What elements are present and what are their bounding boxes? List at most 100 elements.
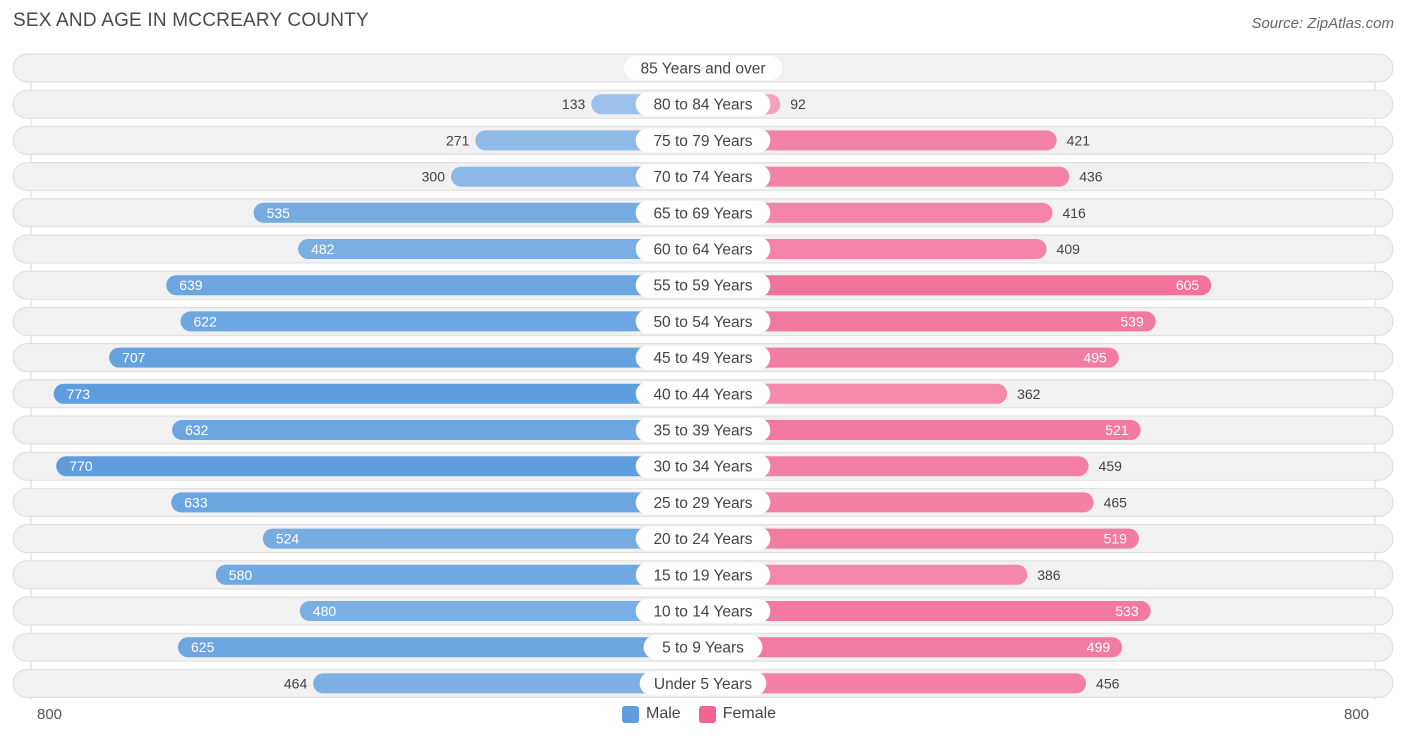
male-bar xyxy=(299,601,703,621)
male-value-label: 271 xyxy=(446,132,470,148)
male-bar xyxy=(109,347,704,368)
male-bar xyxy=(262,528,703,549)
female-swatch xyxy=(698,705,716,723)
female-value-label: 605 xyxy=(1176,277,1200,293)
female-value-label: 362 xyxy=(1017,386,1041,402)
female-bar xyxy=(703,239,1047,259)
category-label: 15 to 19 Years xyxy=(653,567,752,584)
category-label-pill xyxy=(635,164,771,189)
category-label-pill xyxy=(635,418,771,442)
male-bar xyxy=(298,239,703,259)
category-label-pill xyxy=(635,92,771,117)
female-value-label: 386 xyxy=(1037,567,1061,583)
female-bar xyxy=(703,492,1094,513)
category-label: 5 to 9 Years xyxy=(662,640,744,657)
female-value-label: 533 xyxy=(1115,603,1139,619)
male-value-label: 773 xyxy=(67,386,91,402)
female-value-label: 421 xyxy=(1067,132,1091,148)
female-value-label: 416 xyxy=(1062,205,1086,221)
category-label: 25 to 29 Years xyxy=(653,495,752,512)
category-label: 60 to 64 Years xyxy=(653,242,752,259)
male-value-label: 133 xyxy=(562,96,586,112)
legend-female-label: Female xyxy=(722,705,777,722)
female-bar xyxy=(703,130,1057,151)
female-bar xyxy=(703,601,1151,621)
male-bar xyxy=(172,420,703,440)
male-bar xyxy=(253,202,703,223)
male-bar xyxy=(215,564,704,585)
female-bar xyxy=(703,347,1119,368)
category-label-pill xyxy=(635,454,771,479)
category-label-pill xyxy=(635,273,771,298)
male-bar xyxy=(171,492,703,513)
female-value-label: 521 xyxy=(1105,422,1129,438)
male-bar xyxy=(178,637,703,658)
male-value-label: 707 xyxy=(122,350,146,366)
male-value-label: 480 xyxy=(313,603,337,619)
female-bar xyxy=(703,456,1089,477)
male-value-label: 580 xyxy=(229,567,253,583)
male-value-label: 639 xyxy=(179,277,203,293)
female-value-label: 409 xyxy=(1057,241,1081,257)
category-label: 50 to 54 Years xyxy=(653,314,752,331)
category-label-pill xyxy=(635,381,771,406)
female-value-label: 459 xyxy=(1099,458,1123,474)
source-label: Source: ZipAtlas.com xyxy=(1251,15,1394,32)
category-label-pill xyxy=(639,671,767,696)
female-value-label: 499 xyxy=(1087,639,1111,655)
category-label: 70 to 74 Years xyxy=(653,169,752,186)
category-label: 65 to 69 Years xyxy=(653,205,752,222)
female-value-label: 519 xyxy=(1104,531,1128,547)
female-bar xyxy=(703,166,1070,187)
male-value-label: 464 xyxy=(284,675,308,691)
category-label: 35 to 39 Years xyxy=(653,423,752,440)
female-bar xyxy=(703,528,1139,549)
category-label-pill xyxy=(635,128,771,153)
female-value-label: 92 xyxy=(790,96,806,112)
male-value-label: 482 xyxy=(311,241,335,257)
category-label-pill xyxy=(635,490,771,515)
category-label-pill xyxy=(635,599,771,623)
female-bar xyxy=(703,311,1156,332)
category-label-pill xyxy=(643,635,763,660)
category-label: 85 Years and over xyxy=(641,61,766,78)
male-bar xyxy=(180,311,703,332)
category-label: Under 5 Years xyxy=(654,676,752,693)
female-bar xyxy=(703,202,1053,223)
female-value-label: 495 xyxy=(1083,350,1107,366)
category-label-pill xyxy=(623,56,783,80)
category-label-pill xyxy=(635,237,771,261)
category-label: 10 to 14 Years xyxy=(653,604,752,621)
category-label: 45 to 49 Years xyxy=(653,350,752,367)
legend-female[interactable]: Female xyxy=(698,705,777,723)
female-value-label: 465 xyxy=(1104,494,1128,510)
male-bar xyxy=(56,456,703,477)
chart-title: SEX AND AGE IN MCCREARY COUNTY xyxy=(13,10,369,31)
male-value-label: 524 xyxy=(276,531,300,547)
category-label-pill xyxy=(635,345,771,370)
male-swatch xyxy=(622,705,639,723)
category-label: 80 to 84 Years xyxy=(653,97,752,114)
category-label: 55 to 59 Years xyxy=(653,278,752,295)
category-label-pill xyxy=(635,200,771,225)
category-label: 30 to 34 Years xyxy=(653,459,752,476)
male-bar xyxy=(53,383,704,404)
female-bar xyxy=(703,275,1212,296)
category-label-pill xyxy=(635,309,771,334)
axis-left-label: 800 xyxy=(37,706,63,723)
category-label-pill xyxy=(635,562,771,587)
female-bar xyxy=(703,564,1028,585)
female-value-label: 456 xyxy=(1096,675,1120,691)
male-bar xyxy=(166,275,704,296)
male-value-label: 622 xyxy=(194,313,218,329)
female-bar xyxy=(703,420,1141,440)
legend: Male Female xyxy=(622,705,794,723)
male-value-label: 625 xyxy=(191,639,215,655)
female-bar xyxy=(703,637,1123,658)
female-value-label: 539 xyxy=(1120,313,1144,329)
male-value-label: 770 xyxy=(69,458,93,474)
legend-male[interactable]: Male xyxy=(622,705,681,723)
category-label: 20 to 24 Years xyxy=(653,531,752,548)
legend-male-label: Male xyxy=(646,705,681,722)
